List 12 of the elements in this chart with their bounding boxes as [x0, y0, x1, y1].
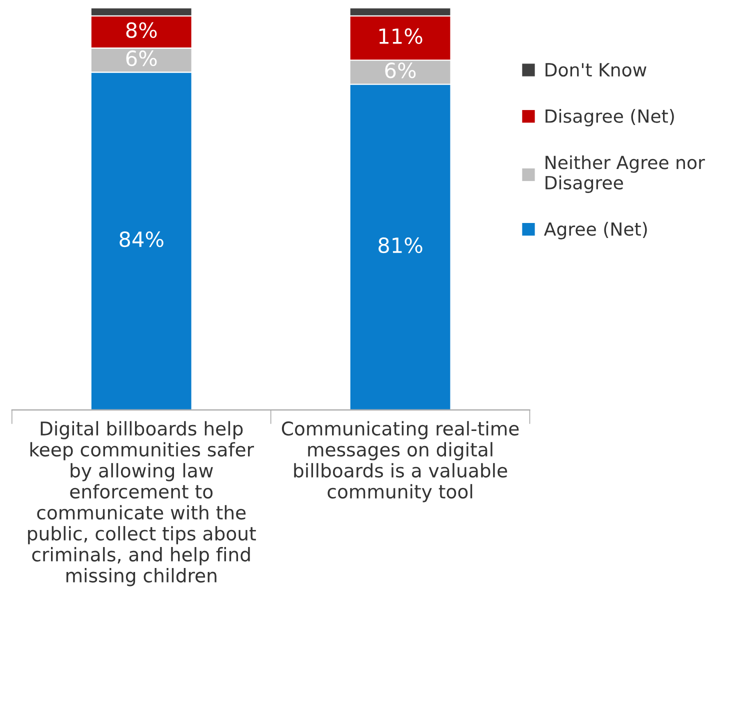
- legend-label: Agree (Net): [544, 222, 647, 240]
- x-tick-label: Communicating real-time messages on digital billboards is a valuable community tool: [282, 421, 519, 502]
- data-label: 81%: [378, 237, 422, 254]
- data-label: 6%: [126, 50, 157, 66]
- data-label: 8%: [126, 22, 157, 38]
- data-label: 84%: [120, 231, 164, 248]
- legend-label: Disagree (Net): [546, 108, 674, 126]
- data-label: 6%: [385, 62, 416, 78]
- legend-label: Neither Agree nor Disagree: [546, 155, 705, 194]
- data-label: 11%: [379, 28, 422, 44]
- legend-label: Don't Know: [546, 63, 646, 77]
- x-tick-label: Digital billboards help keep communities safer by allowing law enforcement to communicate with the public, collect tips about criminals, and help find missing children: [28, 421, 256, 586]
